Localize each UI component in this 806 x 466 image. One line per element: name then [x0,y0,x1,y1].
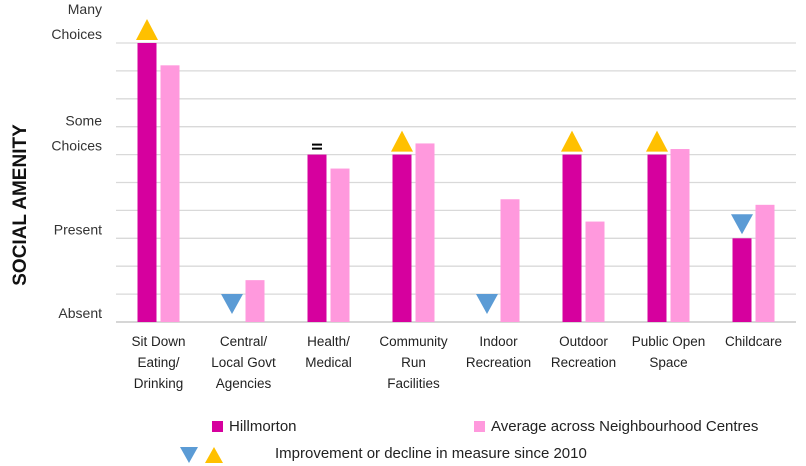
bar-average [755,204,775,322]
x-category-label: Central/ [220,334,268,349]
bar-hillmorton [562,154,582,322]
bar-average [670,149,690,322]
bars [137,43,775,322]
improvement-triangle-icon [391,130,413,152]
legend-label-change: Improvement or decline in measure since … [275,445,587,462]
legend-label-average: Average across Neighbourhood Centres [491,418,759,435]
improvement-triangle-icon [646,130,668,152]
gridlines [116,42,796,323]
bar-hillmorton [732,238,752,322]
x-category-label: Facilities [387,376,440,391]
bar-hillmorton [307,154,327,322]
x-category-label: Local Govt [211,355,276,370]
decline-triangle-icon [221,294,243,314]
no-change-icon [312,143,322,146]
x-category-label: Sit Down [131,334,185,349]
x-category-label: Recreation [551,355,616,370]
bar-average [415,143,435,322]
x-category-label: Drinking [134,376,184,391]
legend-change-icons [180,447,223,463]
legend-label-hillmorton: Hillmorton [229,418,297,435]
y-tick-label: Present [54,221,102,237]
x-category-labels: Sit Down Eating/Drinking Central/Local Gov… [131,334,782,391]
y-tick-label: Absent [58,305,102,321]
x-category-label: Childcare [725,334,782,349]
x-category-label: Run [401,355,426,370]
improvement-triangle-icon [561,130,583,152]
x-category-label: Outdoor [559,334,608,349]
bar-hillmorton [137,43,157,322]
decline-triangle-icon [731,214,753,235]
x-category-label: Indoor [479,334,518,349]
bar-hillmorton [392,154,412,322]
bar-average [330,168,350,322]
bar-chart: Many Choices Some Choices Present Absent SOCI… [10,1,796,391]
bar-average [500,199,520,322]
bar-average [245,280,265,322]
x-category-label: Agencies [216,376,272,391]
legend-swatch-hillmorton [212,421,223,432]
y-tick-label: Choices [51,138,102,154]
x-category-label: Health/ [307,334,350,349]
x-category-label: Community [379,334,448,349]
legend-swatch-average [474,421,485,432]
improvement-triangle-icon [205,447,223,463]
x-category-label: Medical [305,355,352,370]
legend-average: Average across Neighbourhood Centres [474,418,758,435]
x-category-label: Recreation [466,355,531,370]
bar-average [160,65,180,322]
decline-triangle-icon [476,294,498,314]
legend-change: Improvement or decline in measure since … [275,445,587,462]
x-category-label: Space [649,355,687,370]
no-change-icon [312,147,322,150]
y-axis-label: SOCIAL AMENITY [10,124,31,286]
x-category-label: Public Open [632,334,706,349]
x-category-label: Eating/ [137,355,179,370]
y-tick-label: Some [65,113,102,129]
bar-average [585,221,605,322]
decline-triangle-icon [180,447,198,463]
change-markers [136,19,753,314]
legend-hillmorton: Hillmorton [212,418,297,435]
y-tick-labels: Many Choices Some Choices Present Absent [51,1,102,321]
y-tick-label: Choices [51,26,102,42]
improvement-triangle-icon [136,19,158,40]
bar-hillmorton [647,154,667,322]
y-tick-label: Many [68,1,102,17]
